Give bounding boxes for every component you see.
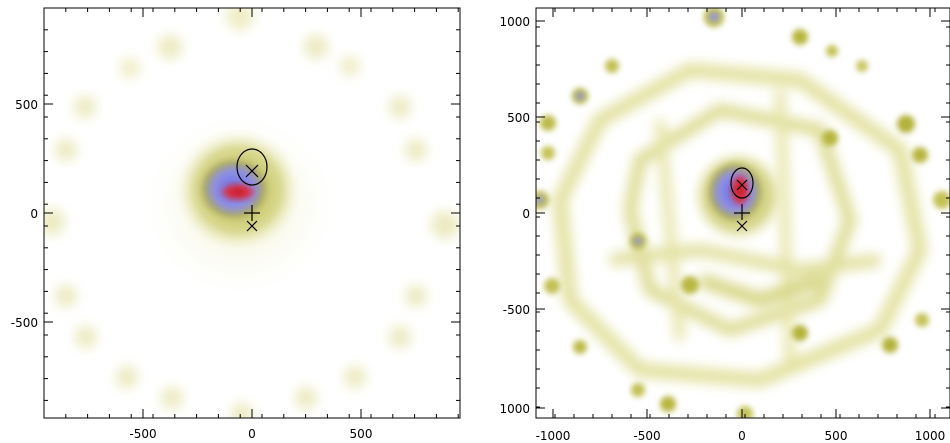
left-axis-ticks — [43, 7, 460, 418]
right-x-marker-upper — [736, 179, 748, 191]
left-x-marker-lower — [246, 220, 258, 232]
right-y-tick-label: 1000 — [499, 15, 530, 29]
left-contour-ellipse — [236, 148, 268, 186]
right-x-marker-lower — [736, 220, 748, 232]
right-y-tick-label: -500 — [503, 303, 530, 317]
right-y-tick-label: 1000 — [499, 402, 530, 416]
right-axis-ticks — [535, 7, 950, 418]
left-plus-marker — [244, 205, 260, 221]
left-ring-blobs — [44, 8, 459, 418]
left-x-marker-upper — [245, 164, 259, 178]
right-x-tick-label: -500 — [633, 429, 660, 443]
right-plus-marker — [734, 204, 750, 220]
right-ring-knots — [536, 8, 950, 418]
right-y-tick-label: 500 — [507, 111, 530, 125]
left-x-tick-label: 0 — [248, 427, 256, 441]
left-x-tick-label: -500 — [129, 427, 156, 441]
right-x-tick-label: -1000 — [536, 429, 571, 443]
left-panel: -500 0 500 500 0 -500 — [11, 7, 461, 441]
right-structure — [552, 62, 928, 388]
left-heatmap — [44, 8, 460, 418]
right-x-tick-label: 1000 — [915, 429, 946, 443]
right-markers — [730, 167, 754, 232]
left-markers — [236, 148, 268, 232]
left-y-tick-label: -500 — [11, 316, 38, 330]
right-heatmap — [536, 8, 950, 418]
right-y-tick-label: 0 — [522, 207, 530, 221]
left-y-tick-label: 0 — [30, 207, 38, 221]
right-x-tick-label: 0 — [738, 429, 746, 443]
right-contour-ellipse — [730, 167, 754, 199]
left-y-tick-label: 500 — [15, 98, 38, 112]
right-x-tick-label: 500 — [825, 429, 848, 443]
right-panel: -1000 -500 0 500 1000 1000 500 0 -500 10… — [499, 7, 950, 443]
left-x-tick-label: 500 — [350, 427, 373, 441]
